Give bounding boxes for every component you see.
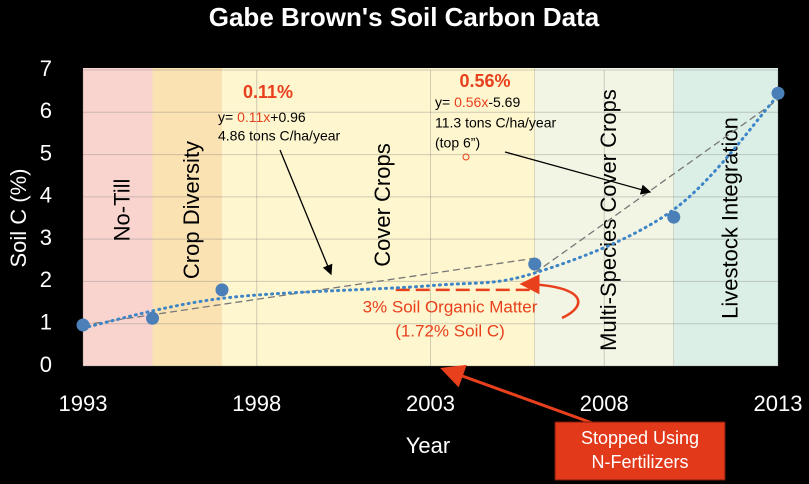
annotation: +0.96 xyxy=(270,109,306,125)
annotation: (1.72% Soil C) xyxy=(395,321,505,340)
y-tick-label: 1 xyxy=(40,310,52,335)
annotation: (top 6”) xyxy=(435,135,480,151)
x-tick-label: 1993 xyxy=(59,391,108,416)
phase-label: Cover Crops xyxy=(370,143,395,266)
annotation: y= 0.11x+0.96 xyxy=(218,109,306,125)
annotation: y= xyxy=(435,94,454,110)
x-tick-label: 2008 xyxy=(580,391,629,416)
chart-title: Gabe Brown's Soil Carbon Data xyxy=(209,2,600,32)
y-tick-label: 3 xyxy=(40,225,52,250)
marker-dot xyxy=(462,153,470,161)
annotation: 0.11% xyxy=(243,82,293,102)
arrow xyxy=(519,274,580,320)
annotation: N-Fertilizers xyxy=(592,452,689,472)
y-tick-label: 6 xyxy=(40,98,52,123)
x-tick-label: 2003 xyxy=(406,391,455,416)
phase-label: No-Till xyxy=(110,179,135,242)
y-tick-label: 4 xyxy=(40,183,52,208)
y-axis-label: Soil C (%) xyxy=(6,168,31,267)
callout-box xyxy=(554,421,726,481)
data-point xyxy=(215,283,229,297)
phase-label: Livestock Integration xyxy=(718,117,743,319)
annotation: y= 0.56x-5.69 xyxy=(435,94,520,110)
data-point xyxy=(76,318,90,332)
line xyxy=(534,99,779,274)
annotation: 4.86 tons C/ha/year xyxy=(218,128,341,144)
phase-band xyxy=(534,68,674,366)
annotation: 0.56x xyxy=(454,94,488,110)
annotation: Stopped Using xyxy=(581,428,699,448)
phase-label: Crop Diversity xyxy=(179,141,204,279)
arrow xyxy=(279,149,333,276)
annotation: 0.11x xyxy=(237,109,270,125)
y-tick-label: 5 xyxy=(40,140,52,165)
line xyxy=(82,257,535,326)
line xyxy=(81,93,780,330)
x-tick-label: 1998 xyxy=(232,391,281,416)
data-point xyxy=(146,311,159,325)
x-axis-label: Year xyxy=(406,433,450,458)
arrow xyxy=(440,364,596,426)
annotation: 11.3 tons C/ha/year xyxy=(435,115,556,131)
annotation: 0.56% xyxy=(459,71,510,91)
y-tick-label: 7 xyxy=(40,56,52,81)
annotation: y= xyxy=(218,109,237,125)
data-point xyxy=(667,210,681,224)
data-point xyxy=(771,86,785,100)
y-tick-label: 0 xyxy=(40,352,52,377)
arrow xyxy=(504,151,652,195)
data-point xyxy=(528,257,542,271)
phase-band xyxy=(152,68,222,366)
phase-band xyxy=(673,68,778,366)
annotation: -5.69 xyxy=(488,94,520,110)
y-tick-label: 2 xyxy=(40,267,52,292)
phase-band xyxy=(222,68,535,366)
x-tick-label: 2013 xyxy=(754,391,803,416)
annotation: 3% Soil Organic Matter xyxy=(363,297,538,316)
